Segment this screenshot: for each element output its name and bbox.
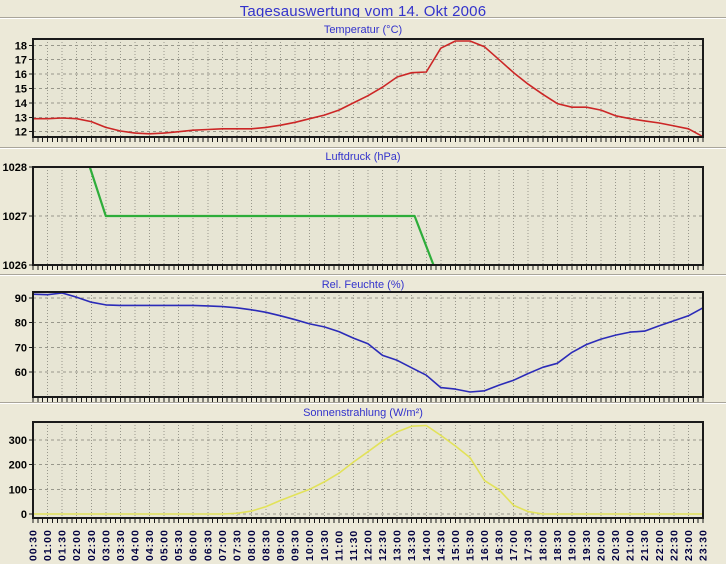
svg-text:00:30: 00:30 bbox=[28, 529, 40, 561]
svg-text:01:00: 01:00 bbox=[42, 529, 54, 561]
svg-text:60: 60 bbox=[15, 367, 27, 379]
svg-text:19:00: 19:00 bbox=[566, 529, 578, 561]
svg-text:04:00: 04:00 bbox=[129, 529, 141, 561]
svg-text:11:00: 11:00 bbox=[333, 530, 345, 561]
svg-text:15:00: 15:00 bbox=[450, 529, 462, 561]
temperature-chart-title: Temperatur (°C) bbox=[323, 24, 403, 36]
svg-text:19:30: 19:30 bbox=[581, 529, 593, 561]
svg-text:1028: 1028 bbox=[3, 162, 27, 174]
svg-text:90: 90 bbox=[15, 293, 27, 305]
svg-text:03:00: 03:00 bbox=[100, 529, 112, 561]
separator bbox=[0, 274, 726, 276]
svg-text:13: 13 bbox=[15, 112, 27, 124]
separator bbox=[0, 147, 726, 149]
svg-text:18:30: 18:30 bbox=[552, 529, 564, 561]
svg-text:100: 100 bbox=[9, 484, 27, 496]
svg-text:10:30: 10:30 bbox=[319, 529, 331, 561]
svg-text:20:30: 20:30 bbox=[610, 529, 622, 561]
svg-text:06:30: 06:30 bbox=[202, 529, 214, 561]
radiation-chart: 0 100 200 300 bbox=[9, 421, 704, 523]
svg-text:12: 12 bbox=[15, 127, 27, 139]
svg-text:17: 17 bbox=[15, 55, 27, 67]
humidity-chart: 60 70 80 90 bbox=[15, 291, 704, 402]
svg-text:06:00: 06:00 bbox=[188, 529, 200, 561]
temperature-chart: 12 13 14 15 16 17 18 bbox=[15, 38, 704, 142]
svg-text:17:00: 17:00 bbox=[508, 529, 520, 561]
svg-text:16: 16 bbox=[15, 69, 27, 81]
svg-text:14:30: 14:30 bbox=[435, 529, 447, 561]
svg-text:05:00: 05:00 bbox=[159, 529, 171, 561]
svg-text:1027: 1027 bbox=[3, 211, 27, 223]
x-axis-labels: 00:30 01:00 01:30 02:00 02:30 03:00 03:30 04:00… bbox=[28, 529, 710, 561]
svg-text:10:00: 10:00 bbox=[304, 529, 316, 561]
humidity-chart-title: Rel. Feuchte (%) bbox=[321, 279, 405, 291]
svg-text:16:00: 16:00 bbox=[479, 529, 491, 561]
svg-text:18:00: 18:00 bbox=[537, 529, 549, 561]
svg-text:15:30: 15:30 bbox=[464, 529, 476, 561]
svg-text:23:30: 23:30 bbox=[698, 529, 710, 561]
svg-text:09:00: 09:00 bbox=[275, 529, 287, 561]
separator bbox=[0, 402, 726, 404]
svg-text:70: 70 bbox=[15, 342, 27, 354]
svg-text:200: 200 bbox=[9, 460, 27, 472]
svg-text:15: 15 bbox=[15, 84, 27, 96]
svg-text:13:00: 13:00 bbox=[392, 529, 404, 561]
svg-text:13:30: 13:30 bbox=[406, 529, 418, 561]
svg-text:1026: 1026 bbox=[3, 260, 27, 272]
svg-text:03:30: 03:30 bbox=[115, 529, 127, 561]
svg-text:16:30: 16:30 bbox=[494, 529, 506, 561]
svg-text:07:30: 07:30 bbox=[231, 529, 243, 561]
svg-text:12:30: 12:30 bbox=[377, 529, 389, 561]
svg-text:07:00: 07:00 bbox=[217, 529, 229, 561]
svg-text:11:30: 11:30 bbox=[348, 530, 360, 561]
pressure-chart: 1026 1027 1028 bbox=[3, 162, 704, 272]
svg-text:300: 300 bbox=[9, 435, 27, 447]
svg-text:12:00: 12:00 bbox=[363, 529, 375, 561]
svg-text:21:00: 21:00 bbox=[625, 529, 637, 561]
svg-text:22:00: 22:00 bbox=[654, 529, 666, 561]
svg-text:22:30: 22:30 bbox=[668, 529, 680, 561]
svg-text:04:30: 04:30 bbox=[144, 529, 156, 561]
svg-text:23:00: 23:00 bbox=[683, 529, 695, 561]
svg-text:18: 18 bbox=[15, 40, 27, 52]
separator bbox=[0, 17, 726, 19]
svg-text:14:00: 14:00 bbox=[421, 529, 433, 561]
svg-text:05:30: 05:30 bbox=[173, 529, 185, 561]
pressure-chart-title: Luftdruck (hPa) bbox=[325, 151, 401, 163]
page-title: Tagesauswertung vom 14. Okt 2006 bbox=[239, 3, 487, 20]
svg-text:09:30: 09:30 bbox=[290, 529, 302, 561]
svg-text:08:00: 08:00 bbox=[246, 529, 258, 561]
svg-text:01:30: 01:30 bbox=[57, 529, 69, 561]
svg-text:80: 80 bbox=[15, 318, 27, 330]
svg-text:02:00: 02:00 bbox=[71, 529, 83, 561]
svg-text:14: 14 bbox=[15, 98, 28, 110]
radiation-chart-title: Sonnenstrahlung (W/m²) bbox=[303, 407, 423, 419]
svg-text:17:30: 17:30 bbox=[523, 529, 535, 561]
svg-text:02:30: 02:30 bbox=[86, 529, 98, 561]
svg-text:21:30: 21:30 bbox=[639, 529, 651, 561]
svg-text:20:00: 20:00 bbox=[596, 529, 608, 561]
svg-text:0: 0 bbox=[21, 509, 27, 521]
svg-text:08:30: 08:30 bbox=[261, 529, 273, 561]
